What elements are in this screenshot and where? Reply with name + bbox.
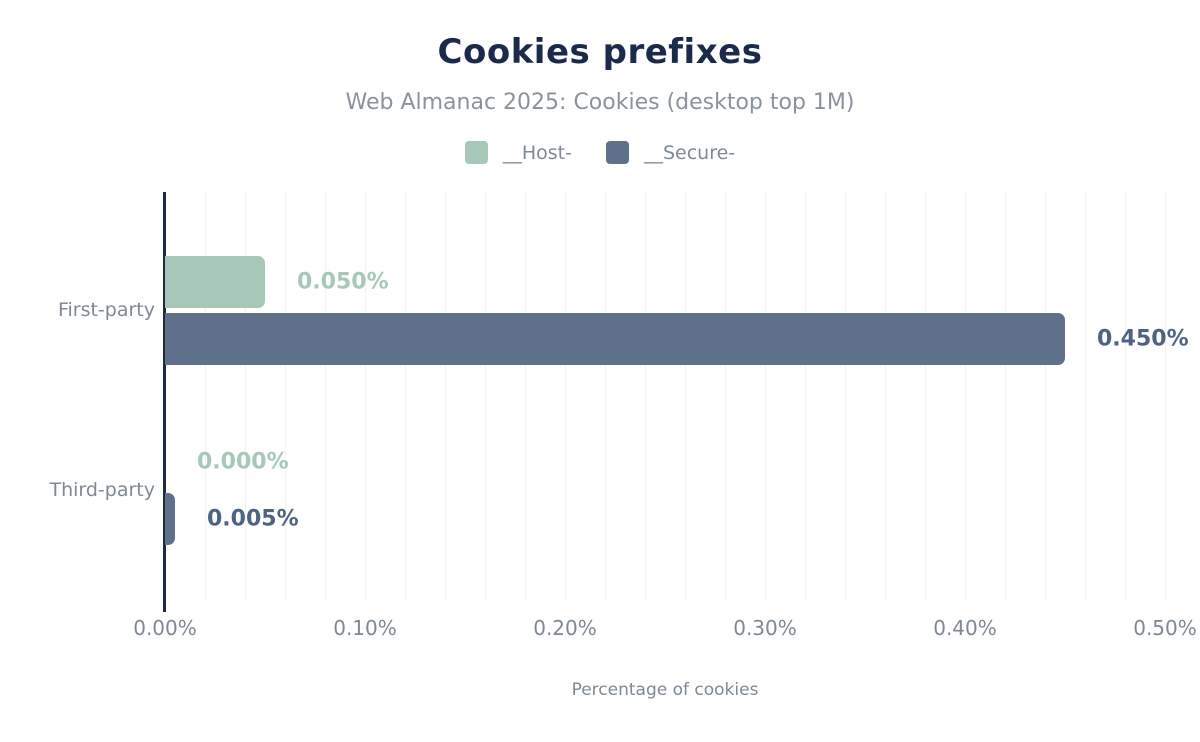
gridline bbox=[885, 192, 886, 600]
bar-host-first-party[interactable] bbox=[165, 255, 265, 308]
x-tick-label: 0.30% bbox=[733, 616, 797, 640]
plot-area: First-party 0.050% 0.450% Third-party 0.000%… bbox=[49, 192, 1197, 640]
gridline bbox=[245, 192, 246, 600]
gridline bbox=[1165, 192, 1166, 600]
x-tick-label: 0.00% bbox=[133, 616, 197, 640]
gridline bbox=[725, 192, 726, 600]
gridline bbox=[645, 192, 646, 600]
legend-label-secure: __Secure- bbox=[643, 141, 736, 164]
gridline bbox=[525, 192, 526, 600]
gridline bbox=[405, 192, 406, 600]
category-label-third-party: Third-party bbox=[49, 479, 155, 501]
gridline bbox=[325, 192, 326, 600]
gridline bbox=[1005, 192, 1006, 600]
gridline bbox=[1045, 192, 1046, 600]
gridline bbox=[445, 192, 446, 600]
gridline bbox=[1085, 192, 1086, 600]
gridline bbox=[285, 192, 286, 600]
x-tick-label: 0.40% bbox=[933, 616, 997, 640]
gridline bbox=[485, 192, 486, 600]
y-axis-line bbox=[163, 192, 166, 612]
x-axis-title: Percentage of cookies bbox=[571, 680, 759, 700]
value-label-host-first-party: 0.050% bbox=[297, 269, 389, 294]
gridline bbox=[365, 192, 366, 600]
gridline bbox=[685, 192, 686, 600]
gridline bbox=[565, 192, 566, 600]
gridline bbox=[805, 192, 806, 600]
value-label-host-third-party: 0.000% bbox=[197, 449, 289, 474]
chart-title: Cookies prefixes bbox=[437, 32, 763, 72]
gridline bbox=[965, 192, 966, 600]
category-label-first-party: First-party bbox=[57, 299, 155, 321]
legend-swatch-secure-icon bbox=[605, 141, 629, 164]
legend: __Host- __Secure- bbox=[0, 141, 1200, 164]
gridline bbox=[1125, 192, 1126, 600]
legend-swatch-host-icon bbox=[464, 141, 488, 164]
x-tick-label: 0.20% bbox=[533, 616, 597, 640]
gridline bbox=[605, 192, 606, 600]
gridline bbox=[765, 192, 766, 600]
x-tick-label: 0.10% bbox=[333, 616, 397, 640]
gridline bbox=[205, 192, 206, 600]
legend-item-host: __Host- bbox=[464, 141, 572, 164]
x-tick-label: 0.50% bbox=[1133, 616, 1197, 640]
value-label-secure-first-party: 0.450% bbox=[1097, 326, 1189, 351]
bar-secure-third-party[interactable] bbox=[165, 492, 175, 545]
legend-label-host: __Host- bbox=[502, 141, 572, 164]
bar-secure-first-party[interactable] bbox=[165, 312, 1065, 365]
gridline bbox=[925, 192, 926, 600]
gridline bbox=[845, 192, 846, 600]
legend-item-secure: __Secure- bbox=[605, 141, 736, 164]
value-label-secure-third-party: 0.005% bbox=[207, 506, 299, 531]
chart-subtitle: Web Almanac 2025: Cookies (desktop top 1… bbox=[345, 90, 855, 115]
